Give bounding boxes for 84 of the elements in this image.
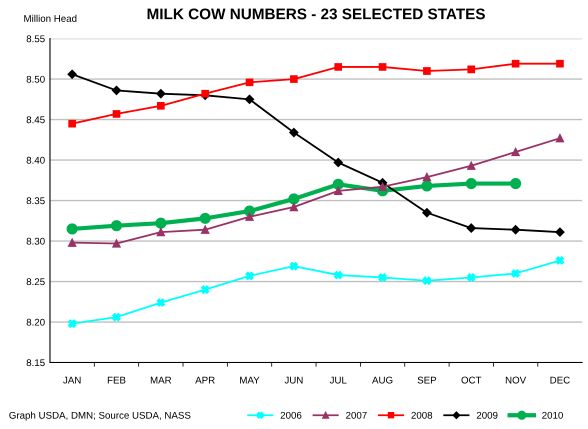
x-tick-label: JUL <box>330 376 347 384</box>
point <box>290 262 298 270</box>
point <box>68 319 76 328</box>
point <box>334 63 342 71</box>
legend-label: 2007 <box>346 412 367 419</box>
point <box>156 228 166 236</box>
point <box>334 186 342 196</box>
point <box>511 269 520 278</box>
point <box>201 226 210 234</box>
legend-label: 2010 <box>542 412 563 419</box>
x-tick-label: MAR <box>150 376 172 384</box>
x-tick-label: MAY <box>240 376 260 384</box>
y-tick-label: 8.45 <box>26 116 45 124</box>
x-tick-label: AUG <box>372 376 392 384</box>
point <box>467 162 476 170</box>
y-tick-label: 8.50 <box>26 76 45 83</box>
point <box>423 67 431 75</box>
point <box>245 272 254 280</box>
point <box>112 86 122 96</box>
point <box>466 178 477 190</box>
point <box>510 225 520 234</box>
point <box>556 134 564 142</box>
point <box>155 218 166 229</box>
point <box>201 90 210 98</box>
point <box>156 89 166 98</box>
point <box>157 102 165 110</box>
y-tick-label: 8.25 <box>26 278 45 286</box>
y-tick-label: 8.35 <box>26 197 45 204</box>
point <box>201 285 210 294</box>
point <box>68 238 76 247</box>
point <box>334 270 342 280</box>
point <box>422 208 432 218</box>
point <box>66 223 78 234</box>
x-tick-label: FEB <box>108 376 126 384</box>
point <box>422 172 432 182</box>
point <box>156 298 166 307</box>
y-tick-label: 8.15 <box>26 359 45 366</box>
point <box>289 128 298 138</box>
y-axis-title: Million Head <box>24 14 76 22</box>
y-tick-label: 8.55 <box>26 35 45 42</box>
x-tick-label: JUN <box>284 376 303 384</box>
legend-label: 2008 <box>411 412 432 419</box>
x-tick-label: DEC <box>550 376 570 384</box>
point <box>555 228 565 237</box>
x-tick-label: SEP <box>418 376 436 384</box>
point <box>288 193 300 204</box>
y-tick-label: 8.40 <box>26 156 45 164</box>
x-tick-label: OCT <box>461 376 482 384</box>
point <box>556 60 564 68</box>
point <box>510 178 522 190</box>
point <box>512 60 520 68</box>
text: Graph USDA, DMN; Source USDA, NASS <box>9 412 190 421</box>
point <box>466 223 476 233</box>
point <box>421 180 432 192</box>
point <box>68 120 76 128</box>
point <box>378 182 387 191</box>
point <box>245 212 254 221</box>
x-tick-label: APR <box>195 376 215 384</box>
point <box>244 94 254 104</box>
point <box>467 273 476 282</box>
y-tick-label: 8.20 <box>26 318 45 326</box>
point <box>332 178 344 190</box>
chart-title: MILK COW NUMBERS - 23 SELECTED STATES <box>148 8 485 20</box>
point <box>378 63 386 71</box>
point <box>467 66 476 74</box>
point <box>110 220 122 232</box>
legend-label: 2006 <box>280 412 302 419</box>
point <box>556 256 564 265</box>
x-tick-label: NOV <box>506 376 526 384</box>
point <box>290 202 298 212</box>
y-tick-label: 8.30 <box>26 238 45 245</box>
point <box>290 75 298 83</box>
point <box>112 110 120 118</box>
point <box>112 239 121 248</box>
point <box>200 212 211 224</box>
point <box>511 148 520 156</box>
point <box>334 158 343 168</box>
point <box>378 273 387 282</box>
legend-label: 2009 <box>476 412 498 419</box>
x-tick-label: JAN <box>63 376 81 384</box>
point <box>112 312 121 322</box>
point <box>68 70 77 79</box>
point <box>422 276 432 285</box>
point <box>246 78 254 86</box>
